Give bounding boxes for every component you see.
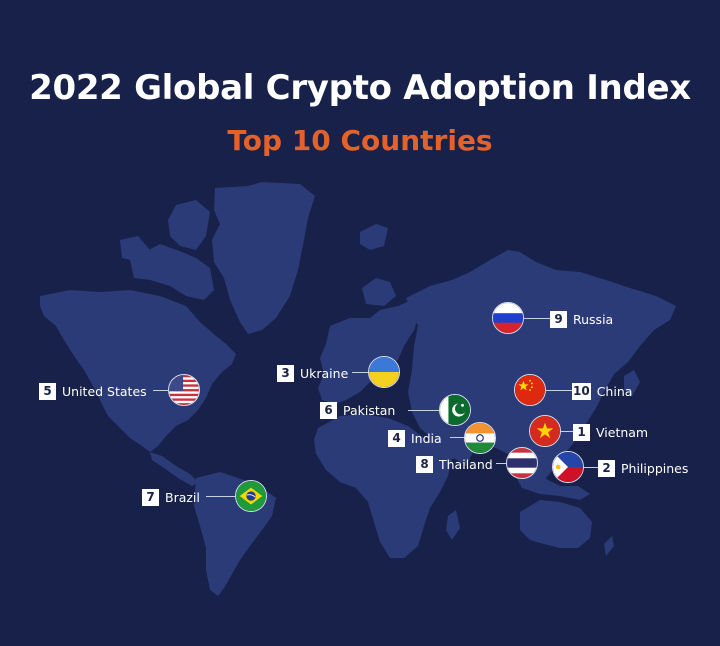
rank-badge: 2 [598, 459, 615, 477]
rank-badge: 7 [142, 488, 159, 506]
rank-badge: 3 [277, 364, 294, 382]
connector-line [524, 318, 550, 319]
country-label: China [596, 383, 633, 399]
country-label: Pakistan [343, 402, 396, 418]
page-title: 2022 Global Crypto Adoption Index [29, 68, 691, 108]
usa-flag-icon [168, 374, 200, 406]
russia-flag-icon [492, 302, 524, 334]
connector-line [153, 390, 169, 391]
north-america-landmass [40, 290, 236, 452]
rank-badge: 4 [388, 429, 405, 447]
asia-landmass [406, 250, 676, 478]
country-label: India [411, 430, 442, 446]
marker-ukraine[interactable]: 3 Ukraine [277, 363, 348, 383]
connector-line [206, 496, 235, 497]
brazil-flag-icon [235, 480, 267, 512]
marker-philippines[interactable]: 2 Philippines [598, 458, 688, 478]
rank-badge: 6 [320, 401, 337, 419]
philippines-flag-icon [552, 451, 584, 483]
connector-line [560, 431, 573, 432]
ukraine-flag-icon [368, 356, 400, 388]
greenland-landmass [212, 182, 315, 334]
page-subtitle: Top 10 Countries [227, 124, 493, 157]
marker-pakistan[interactable]: 6 Pakistan [320, 400, 395, 420]
marker-brazil[interactable]: 7 Brazil [142, 487, 200, 507]
connector-line [352, 372, 369, 373]
africa-landmass [314, 414, 452, 558]
china-flag-icon [514, 374, 546, 406]
marker-india[interactable]: 4 India [388, 428, 442, 448]
marker-russia[interactable]: 9 Russia [550, 309, 613, 329]
rank-badge: 5 [39, 382, 56, 400]
connector-line [496, 463, 507, 464]
marker-united-states[interactable]: 5 United States [39, 381, 147, 401]
country-label: Russia [573, 311, 614, 327]
marker-thailand[interactable]: 8 Thailand [416, 454, 493, 474]
country-label: Ukraine [300, 365, 349, 381]
country-label: Vietnam [596, 424, 649, 440]
europe-landmass [318, 300, 420, 404]
marker-china[interactable]: 10 China [572, 381, 632, 401]
rank-badge: 1 [573, 423, 590, 441]
rank-badge: 9 [550, 310, 567, 328]
country-label: Thailand [439, 456, 493, 472]
connector-line [450, 437, 465, 438]
rank-badge: 10 [572, 382, 591, 400]
country-label: Philippines [621, 460, 689, 476]
connector-line [583, 467, 598, 468]
country-label: United States [62, 383, 147, 399]
connector-line [408, 410, 440, 411]
connector-line [546, 390, 572, 391]
rank-badge: 8 [416, 455, 433, 473]
india-flag-icon [464, 422, 496, 454]
thailand-flag-icon [506, 447, 538, 479]
marker-vietnam[interactable]: 1 Vietnam [573, 422, 648, 442]
pakistan-flag-icon [439, 394, 471, 426]
australia-landmass [520, 500, 592, 548]
vietnam-flag-icon [529, 415, 561, 447]
country-label: Brazil [165, 489, 200, 505]
